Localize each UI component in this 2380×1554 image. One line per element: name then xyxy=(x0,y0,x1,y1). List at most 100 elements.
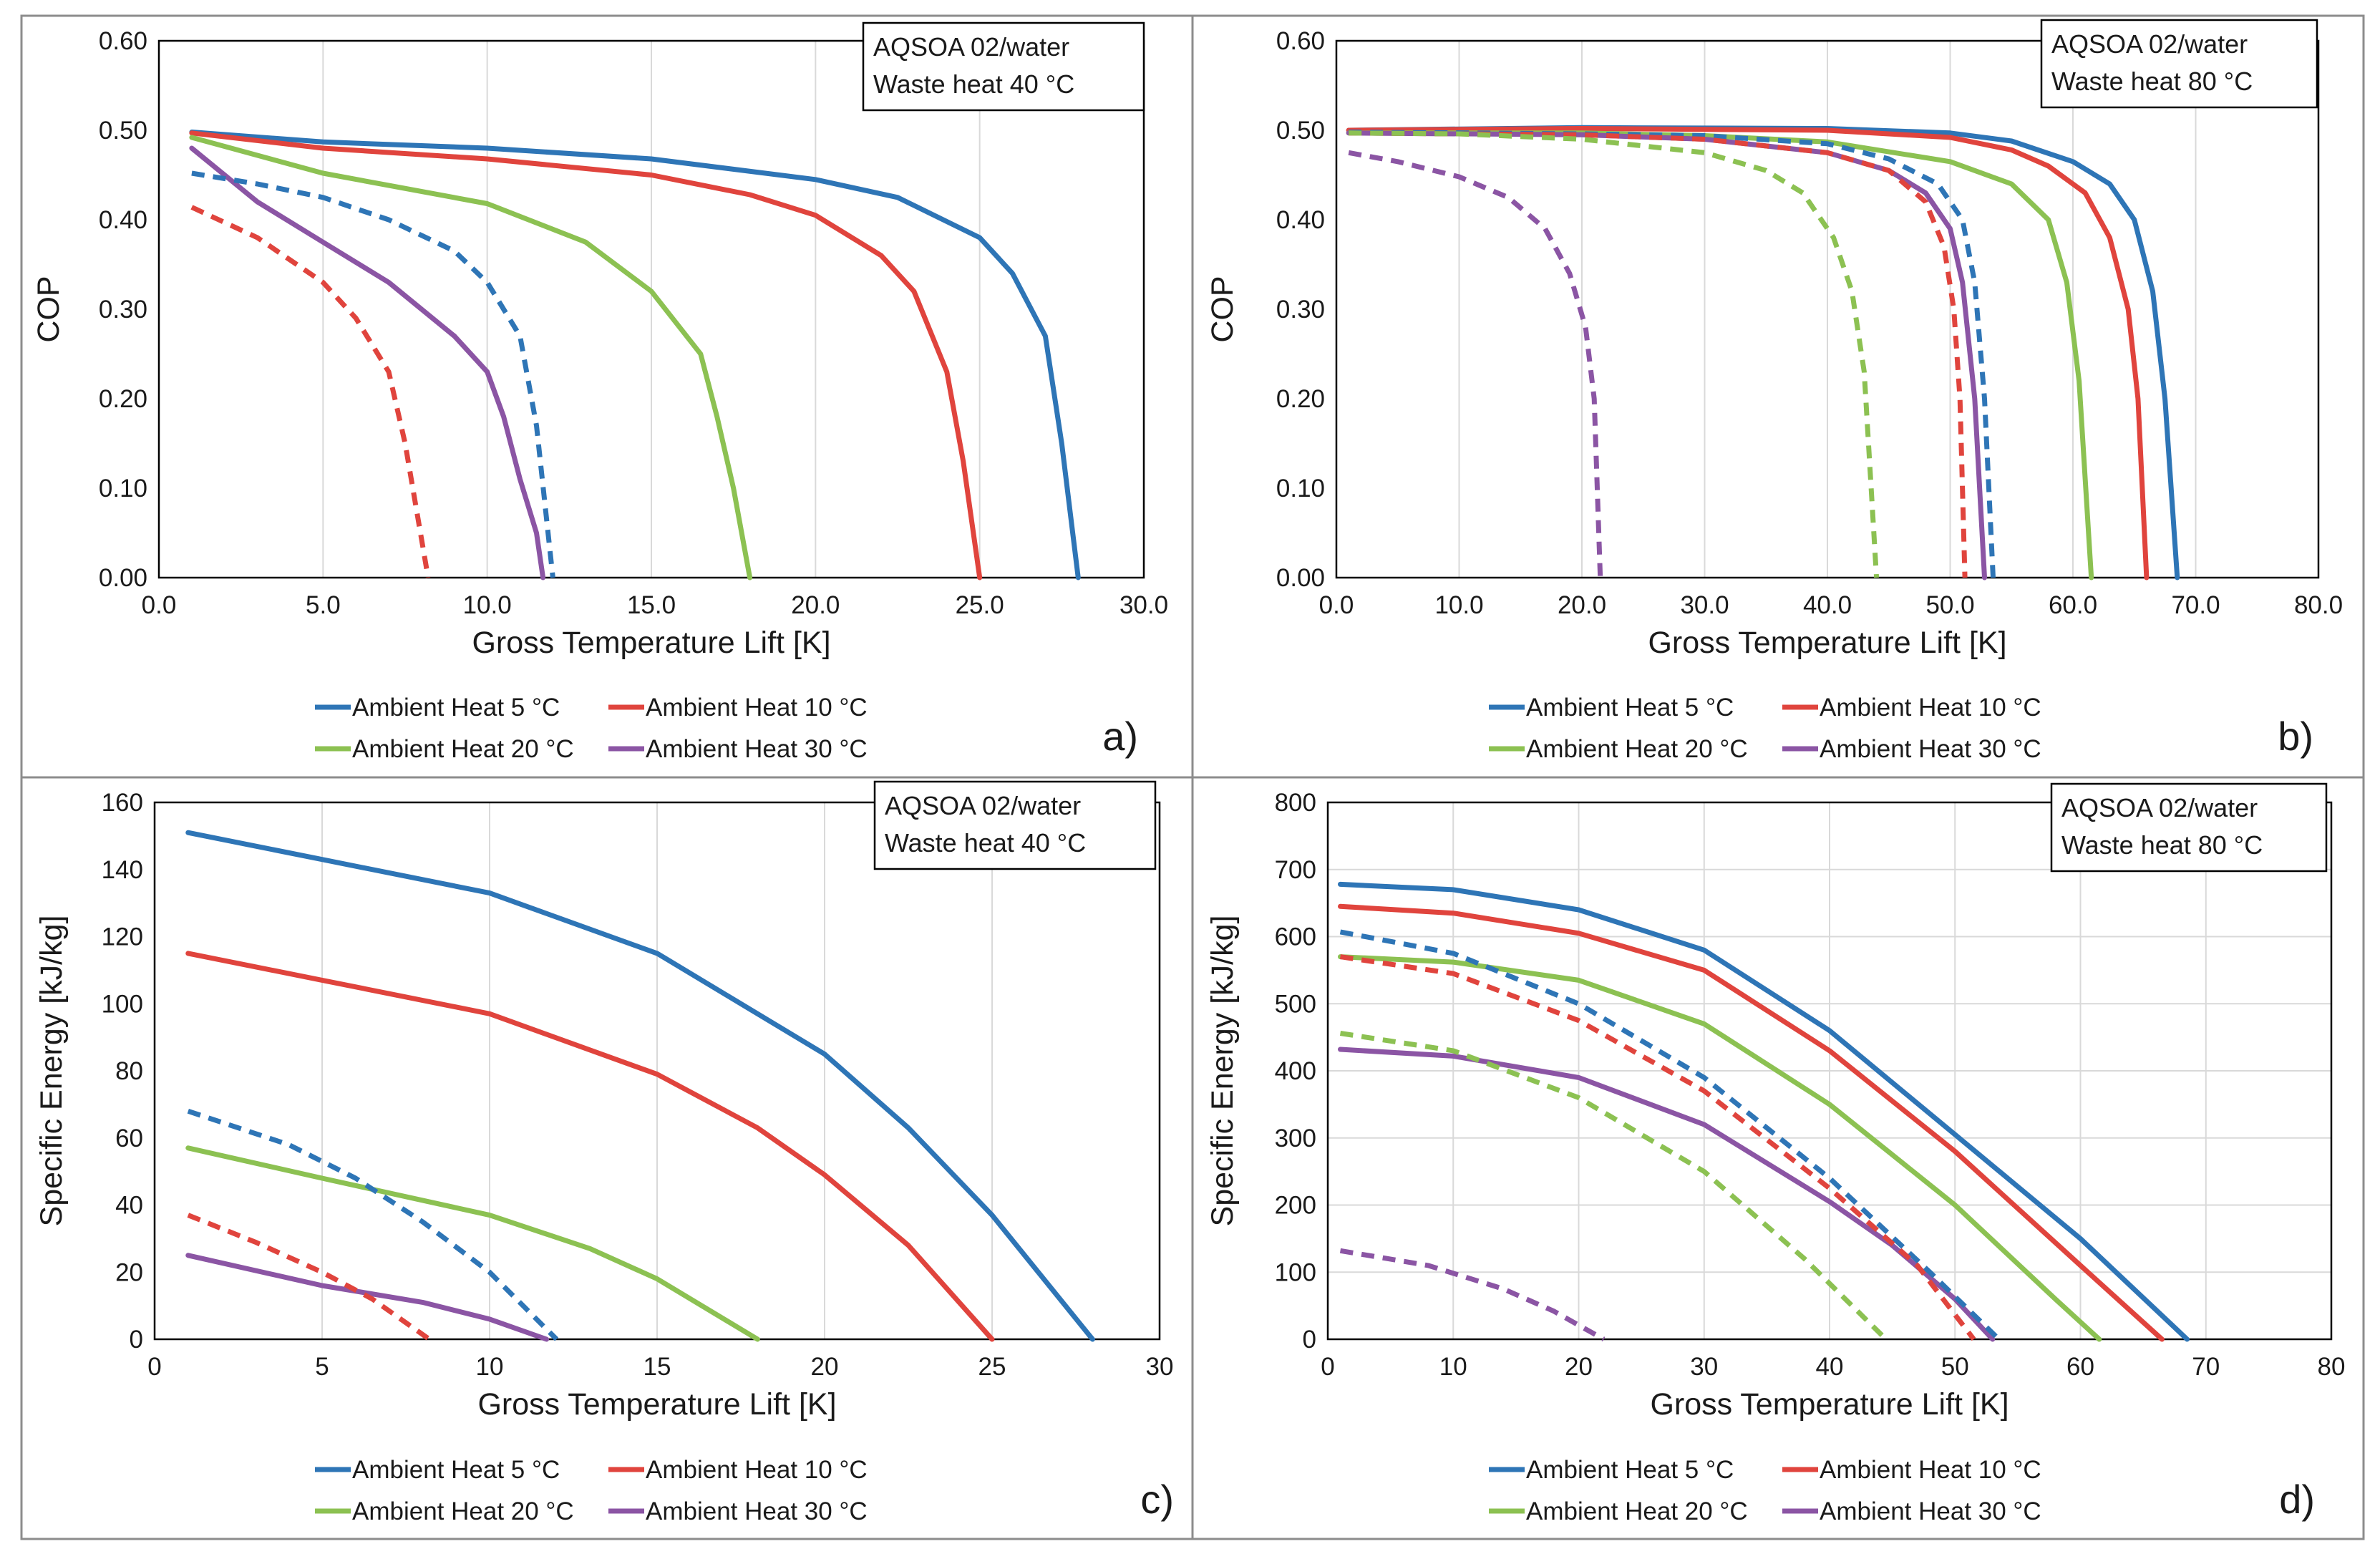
y-tick-label: 0.60 xyxy=(1276,27,1325,55)
info-box xyxy=(2050,782,2328,873)
series-line-ambient-20-solid xyxy=(189,135,753,581)
info-box-text: Waste heat 40 °C xyxy=(873,69,1074,99)
x-tick-label: 10 xyxy=(1439,1353,1467,1381)
x-tick-label: 30.0 xyxy=(1680,591,1729,619)
series-line-ambient-5-solid xyxy=(185,830,1095,1342)
series-line-ambient-5-solid xyxy=(1338,881,2190,1342)
legend-label: Ambient Heat 30 °C xyxy=(646,735,868,763)
y-tick-label: 0 xyxy=(130,1326,143,1354)
y-tick-label: 500 xyxy=(1275,990,1316,1018)
legend-label: Ambient Heat 20 °C xyxy=(352,1497,574,1525)
series-line-ambient-30-solid xyxy=(189,145,546,581)
series-line-ambient-20-solid xyxy=(185,1145,760,1342)
plot-area-frame xyxy=(1335,39,2320,579)
x-tick-label: 10.0 xyxy=(463,591,512,619)
y-tick-label: 0.20 xyxy=(1276,385,1325,413)
y-tick-label: 0.20 xyxy=(99,385,147,413)
legend-label: Ambient Heat 30 °C xyxy=(1820,735,2041,763)
series-line-ambient-30-dashed xyxy=(1348,150,1603,578)
y-tick-label: 0.00 xyxy=(99,564,147,592)
y-tick-label: 100 xyxy=(1275,1258,1316,1286)
y-tick-label: 40 xyxy=(115,1192,143,1220)
x-tick-label: 20.0 xyxy=(1558,591,1606,619)
y-tick-label: 0.40 xyxy=(99,206,147,234)
x-tick-label: 70.0 xyxy=(2171,591,2220,619)
info-box-text: AQSOA 02/water xyxy=(885,791,1081,820)
series-line-ambient-20-solid xyxy=(1346,130,2094,581)
x-tick-label: 80 xyxy=(2318,1353,2346,1381)
x-tick-label: 40.0 xyxy=(1803,591,1852,619)
series-line-ambient-5-solid xyxy=(189,130,1081,581)
series-line-ambient-30-dashed xyxy=(1339,1248,1606,1342)
x-tick-label: 20.0 xyxy=(791,591,840,619)
y-tick-label: 200 xyxy=(1275,1192,1316,1220)
series-line-ambient-10-solid xyxy=(1346,126,2150,581)
legend-label: Ambient Heat 5 °C xyxy=(352,694,560,722)
y-tick-label: 60 xyxy=(115,1125,143,1152)
series-line-ambient-5-dashed xyxy=(1349,130,1996,578)
x-tick-label: 0 xyxy=(1321,1353,1334,1381)
legend-label: Ambient Heat 20 °C xyxy=(352,735,574,763)
chart-panel-b: 0.0 10.0 20.0 30.0 40.0 50.0 60.0 70.0 80.0 0.00 0… xyxy=(1205,19,2343,763)
x-tick-label: 20 xyxy=(811,1353,839,1381)
y-tick-label: 400 xyxy=(1275,1057,1316,1085)
x-axis-label: Gross Temperature Lift [K] xyxy=(472,626,830,660)
x-tick-label: 0 xyxy=(147,1353,161,1381)
y-tick-label: 20 xyxy=(115,1258,143,1286)
info-box xyxy=(862,21,1145,112)
panel-label: b) xyxy=(2278,714,2313,759)
x-axis-label: Gross Temperature Lift [K] xyxy=(477,1387,836,1422)
x-tick-label: 5.0 xyxy=(306,591,341,619)
legend-label: Ambient Heat 5 °C xyxy=(1526,694,1734,722)
info-box xyxy=(873,780,1157,870)
y-tick-label: 120 xyxy=(102,923,143,951)
y-tick-label: 700 xyxy=(1275,856,1316,884)
x-tick-label: 0.0 xyxy=(1319,591,1354,619)
x-tick-label: 50 xyxy=(1941,1353,1969,1381)
x-tick-label: 70 xyxy=(2192,1353,2220,1381)
series-line-ambient-5-dashed xyxy=(187,1108,559,1341)
x-axis-label: Gross Temperature Lift [K] xyxy=(1650,1387,2009,1422)
legend-label: Ambient Heat 10 °C xyxy=(1820,694,2041,722)
series-line-ambient-20-solid xyxy=(1338,954,2102,1342)
legend-label: Ambient Heat 5 °C xyxy=(1526,1456,1734,1484)
plot-area-frame xyxy=(153,801,1161,1341)
info-box-text: AQSOA 02/water xyxy=(2051,29,2248,59)
y-axis-label: COP xyxy=(1205,276,1240,342)
legend-label: Ambient Heat 20 °C xyxy=(1526,1497,1748,1525)
chart-panel-d: 0 10 20 30 40 50 60 70 8001002003004005006007008… xyxy=(1205,782,2346,1525)
panel-label: c) xyxy=(1140,1477,1174,1522)
info-box-text: Waste heat 80 °C xyxy=(2051,67,2253,96)
series-line-ambient-30-solid xyxy=(1346,130,1987,581)
x-tick-label: 60.0 xyxy=(2049,591,2097,619)
x-tick-label: 15 xyxy=(643,1353,671,1381)
info-box-text: Waste heat 40 °C xyxy=(885,828,1086,858)
x-axis-label: Gross Temperature Lift [K] xyxy=(1648,626,2006,660)
x-tick-label: 10.0 xyxy=(1434,591,1483,619)
x-tick-label: 20 xyxy=(1565,1353,1593,1381)
series-line-ambient-10-dashed xyxy=(190,205,431,578)
y-tick-label: 160 xyxy=(102,789,143,817)
legend-label: Ambient Heat 10 °C xyxy=(646,694,868,722)
y-tick-label: 600 xyxy=(1275,923,1316,951)
plot-area-frame xyxy=(1326,801,2333,1341)
y-tick-label: 800 xyxy=(1275,789,1316,817)
x-tick-label: 5 xyxy=(315,1353,329,1381)
series-line-ambient-5-dashed xyxy=(191,170,555,578)
y-tick-label: 80 xyxy=(115,1057,143,1085)
y-tick-label: 300 xyxy=(1275,1125,1316,1152)
legend-label: Ambient Heat 30 °C xyxy=(646,1497,868,1525)
x-tick-label: 50.0 xyxy=(1925,591,1974,619)
y-axis-label: Specific Energy [kJ/kg] xyxy=(34,916,69,1227)
series-line-ambient-30-solid xyxy=(185,1253,550,1342)
panel-d-frame xyxy=(1191,776,2365,1540)
legend-label: Ambient Heat 10 °C xyxy=(646,1456,868,1484)
x-tick-label: 25.0 xyxy=(956,591,1004,619)
y-tick-label: 0.50 xyxy=(1276,117,1325,145)
y-axis-label: COP xyxy=(31,276,66,342)
y-axis-label: Specific Energy [kJ/kg] xyxy=(1205,916,1240,1227)
y-tick-label: 0.60 xyxy=(99,27,147,55)
x-tick-label: 15.0 xyxy=(627,591,676,619)
series-line-ambient-10-solid xyxy=(185,951,995,1342)
panel-label: a) xyxy=(1102,714,1138,759)
